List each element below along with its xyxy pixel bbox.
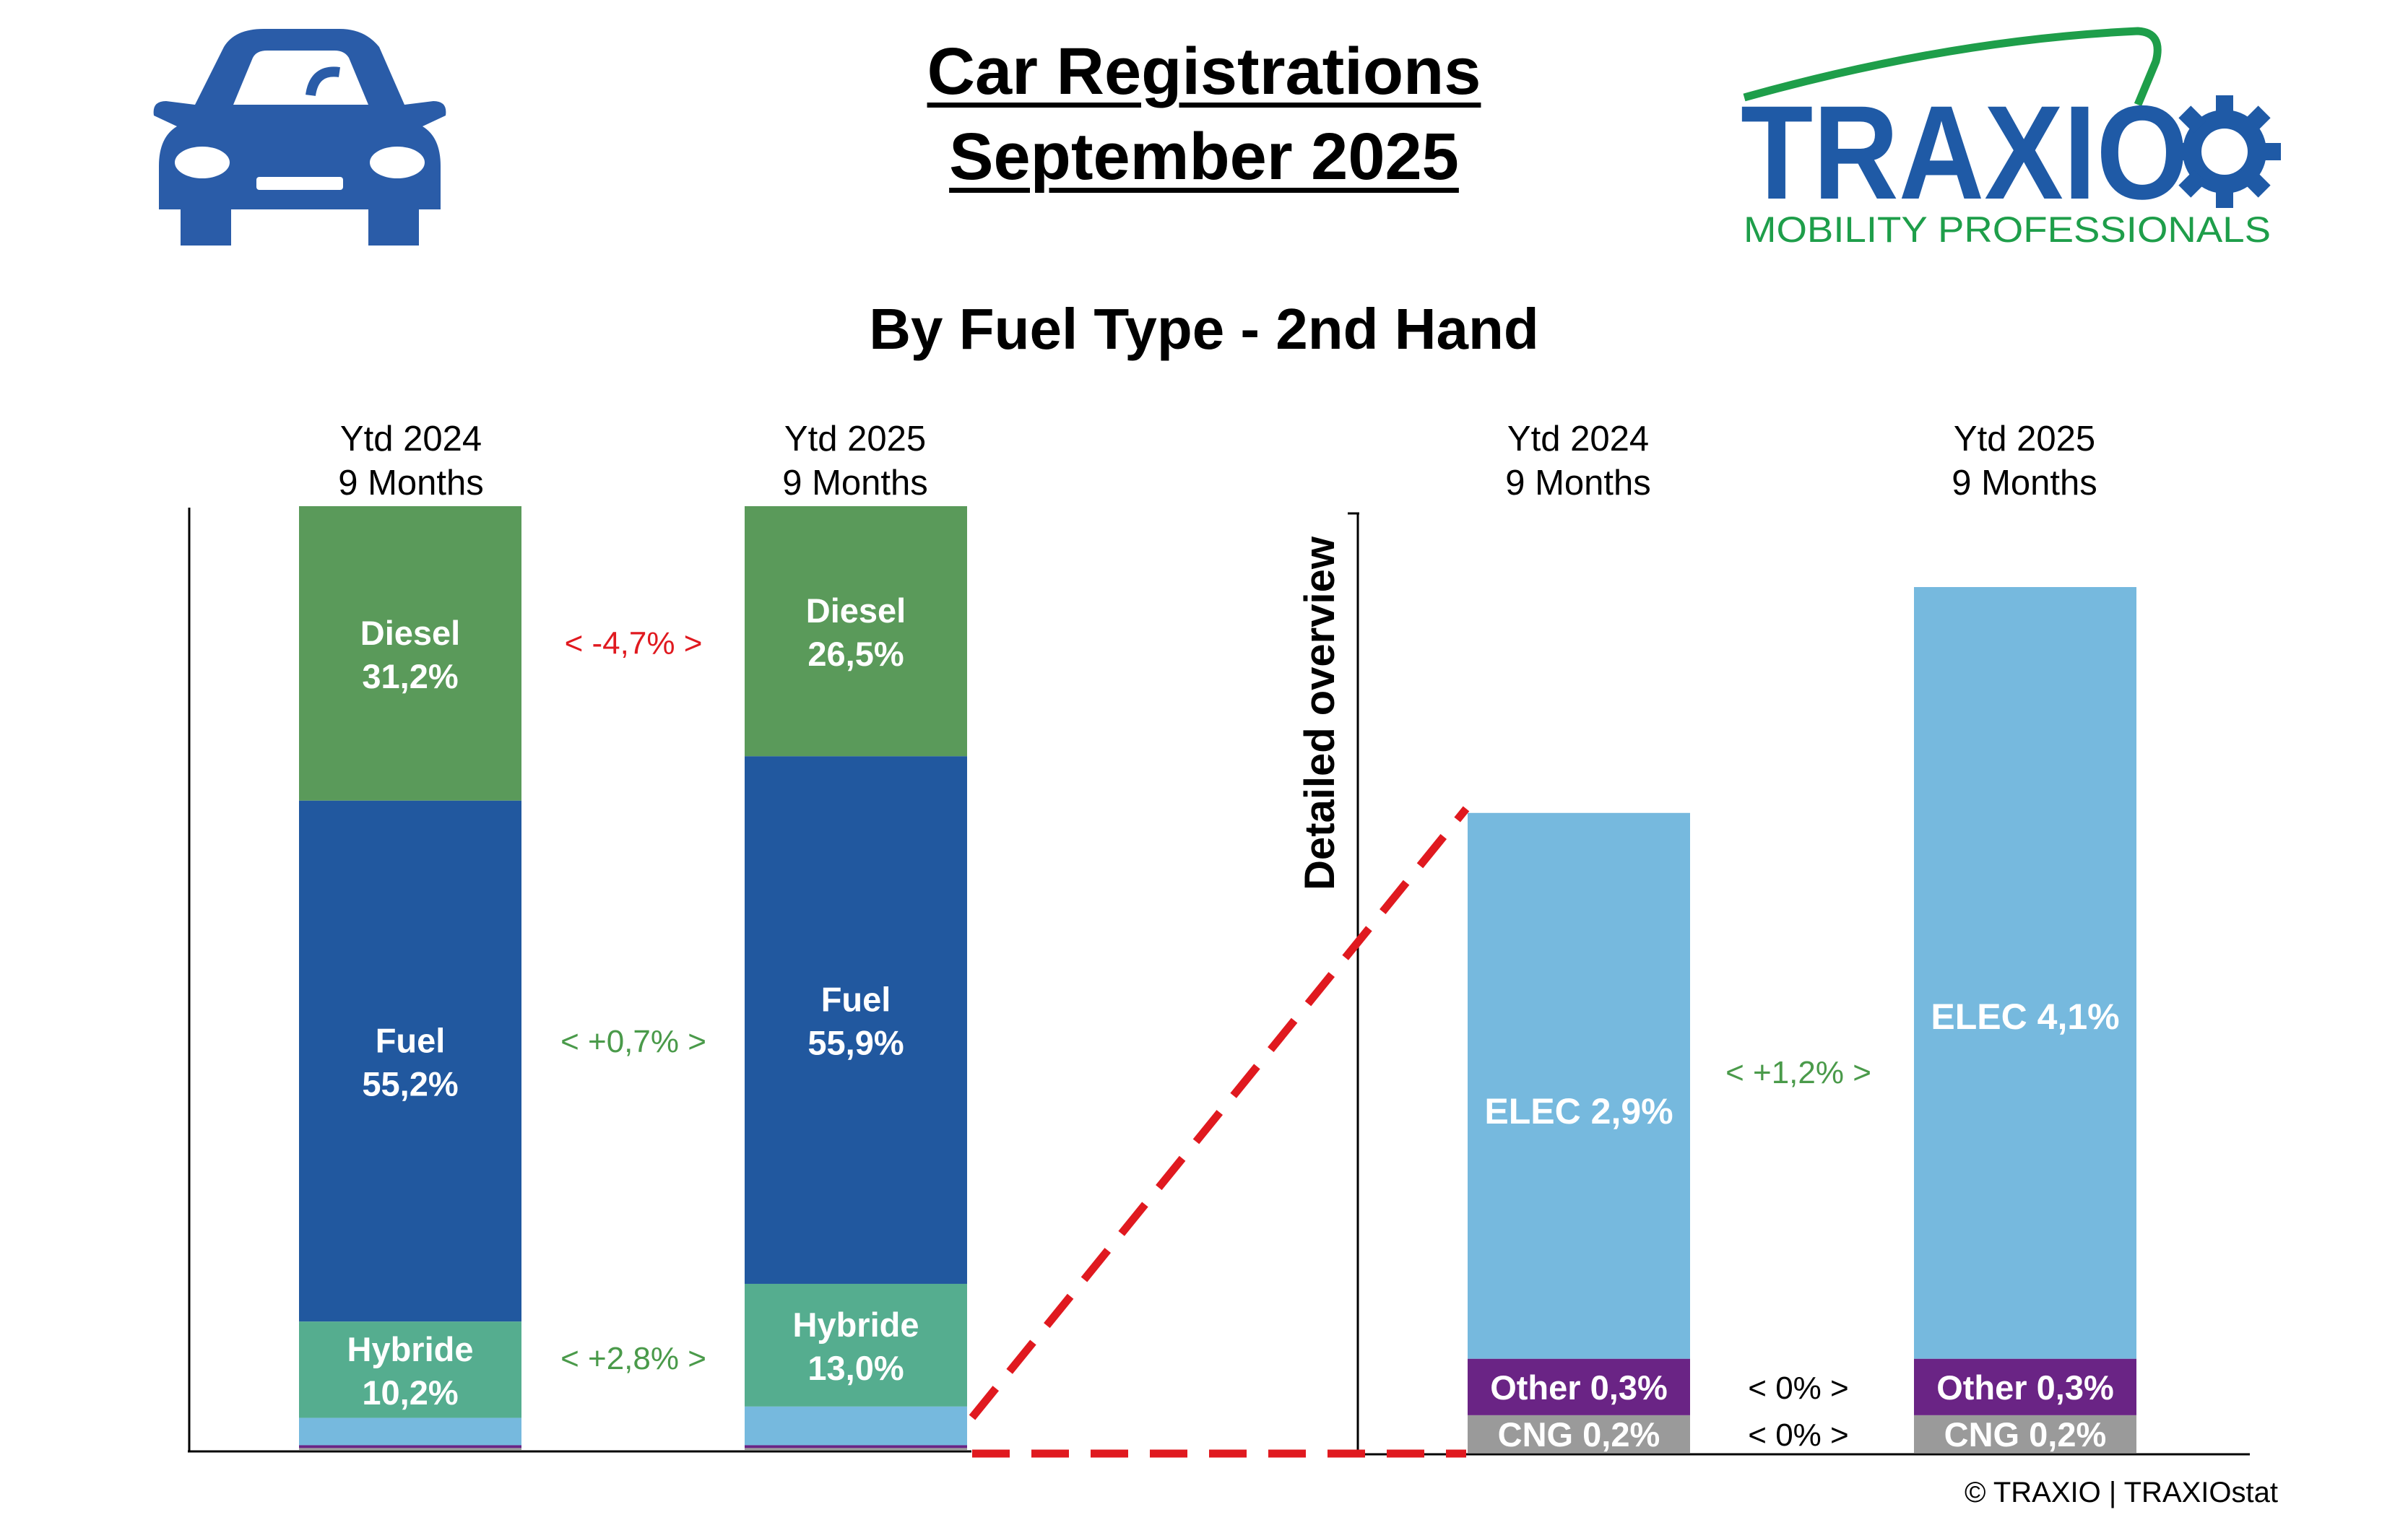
bar-segment-hybride [745,1283,967,1407]
col-header-line1: Ytd 2025 [784,420,927,459]
data-label-cng: CNG 0,2% [1498,1415,1660,1454]
bar-segment-elec [1914,587,2136,1359]
data-label-hybride-name: Hybride [793,1306,919,1344]
data-label-diesel-value: 31,2% [362,657,458,695]
delta-cng: < 0% > [1748,1417,1848,1453]
chart-subtitle: By Fuel Type - 2nd Hand [869,297,1539,361]
bar-segment-small [299,1417,521,1446]
data-label-fuel-name: Fuel [376,1022,446,1060]
data-label-hybride-value: 13,0% [807,1349,904,1387]
traxio-logo: TRAXIO MOBILITY PROFESSIONALS [1741,27,2281,250]
chart-title: Car Registrations September 2025 [0,29,2408,199]
col-header-line2: 9 Months [338,464,484,503]
bar-segment-other [1914,1358,2136,1415]
gear-icon [2168,95,2281,208]
connector-line-upper [969,806,1470,1420]
col-header-left-2024: Ytd 2024 9 Months [267,417,555,505]
delta-elec: < +1,2% > [1725,1055,1871,1090]
data-label-diesel-name: Diesel [806,591,906,630]
bar-segment-fuel [745,756,967,1284]
title-line-2: September 2025 [949,120,1459,194]
bar-segment-diesel [299,506,521,801]
delta-fuel: < +0,7% > [560,1024,706,1059]
bar-segment-small [745,1406,967,1446]
col-header-line1: Ytd 2024 [339,420,482,459]
data-label-fuel-name: Fuel [821,981,891,1019]
bar-segment-small [745,1448,967,1450]
car-icon [153,29,446,246]
delta-diesel: < -4,7% > [565,626,703,661]
delta-other: < 0% > [1748,1371,1848,1406]
logo-wordmark: TRAXIO [1741,79,2188,227]
bar-segment-small [299,1448,521,1450]
logo-tagline: MOBILITY PROFESSIONALS [1744,209,2271,250]
bar-segment-cng [1914,1415,2136,1453]
col-header-line1: Ytd 2024 [1507,420,1650,459]
data-label-other: Other 0,3% [1936,1368,2114,1407]
col-header-line2: 9 Months [1505,464,1651,503]
bar-segment-hybride [299,1321,521,1418]
bar-segment-diesel [745,506,967,757]
data-label-fuel-value: 55,2% [362,1065,458,1103]
data-label-diesel-name: Diesel [360,614,460,652]
col-header-right-2025: Ytd 2025 9 Months [1880,417,2169,505]
data-label-elec: ELEC 4,1% [1931,996,2119,1037]
axis-title-detailed-overview: Detailed overview [1296,536,1343,890]
data-label-cng: CNG 0,2% [1944,1415,2107,1454]
col-header-line2: 9 Months [1952,464,2097,503]
data-label-fuel-value: 55,9% [807,1024,904,1062]
data-label-other: Other 0,3% [1490,1368,1668,1407]
data-label-hybride-name: Hybride [347,1330,474,1368]
delta-hybride: < +2,8% > [560,1341,706,1376]
bar-segment-cng [1468,1415,1690,1453]
bar-segment-elec [1468,812,1690,1359]
bar-segment-small [299,1445,521,1449]
bar-segment-small [745,1445,967,1449]
col-header-line2: 9 Months [782,464,928,503]
data-label-diesel-value: 26,5% [807,635,904,673]
copyright: © TRAXIO | TRAXIOstat [1964,1477,2278,1508]
title-line-1: Car Registrations [927,35,1481,108]
bar-segment-fuel [299,800,521,1322]
data-label-hybride-value: 10,2% [362,1373,458,1412]
data-label-elec: ELEC 2,9% [1484,1091,1673,1132]
col-header-line1: Ytd 2025 [1953,420,2096,459]
col-header-left-2025: Ytd 2025 9 Months [711,417,1000,505]
col-header-right-2024: Ytd 2024 9 Months [1434,417,1723,505]
bar-segment-other [1468,1358,1690,1415]
